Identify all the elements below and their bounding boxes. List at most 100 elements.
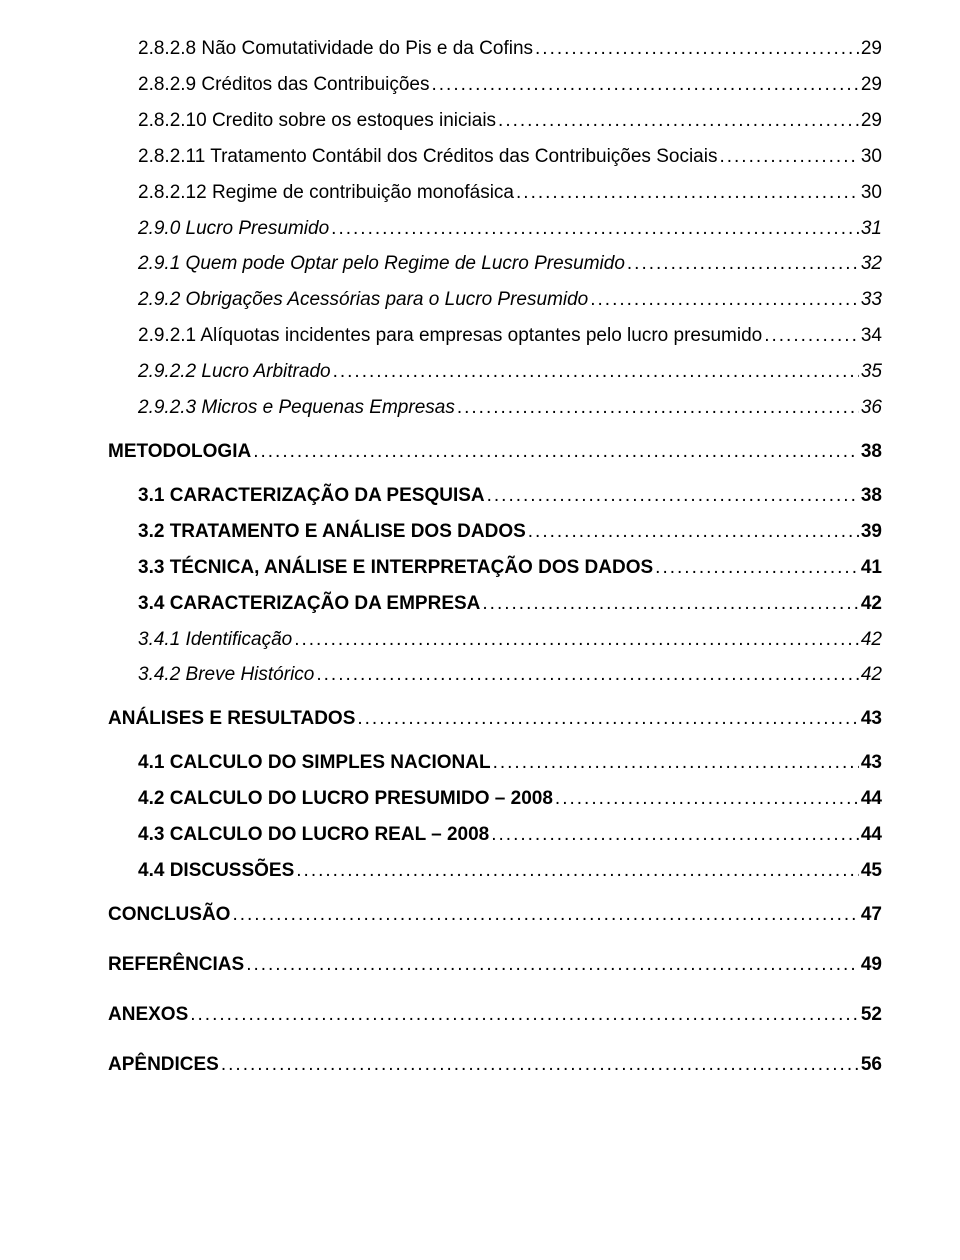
toc-page-number: 30	[861, 146, 882, 168]
toc-leader	[333, 361, 859, 383]
toc-leader	[516, 182, 859, 204]
toc-entry: 2.8.2.9 Créditos das Contribuições29	[108, 74, 882, 96]
toc-label: 3.2 TRATAMENTO E ANÁLISE DOS DADOS	[138, 521, 526, 543]
toc-label: 2.8.2.12 Regime de contribuição monofási…	[138, 182, 514, 204]
spacer	[108, 890, 882, 904]
toc-entry: 3.4.1 Identificação 42	[108, 629, 882, 651]
toc-page-number: 52	[861, 1004, 882, 1026]
toc-entry: 4.3 CALCULO DO LUCRO REAL – 2008 44	[108, 824, 882, 846]
toc-label: 4.1 CALCULO DO SIMPLES NACIONAL	[138, 752, 491, 774]
toc-page-number: 42	[861, 593, 882, 615]
toc-page-number: 49	[861, 954, 882, 976]
toc-leader	[482, 593, 858, 615]
toc-label: 3.1 CARACTERIZAÇÃO DA PESQUISA	[138, 485, 485, 507]
toc-leader	[331, 218, 859, 240]
toc-leader	[316, 664, 859, 686]
toc-leader	[232, 904, 858, 926]
toc-label: ANÁLISES E RESULTADOS	[108, 708, 355, 730]
toc-page-number: 29	[861, 38, 882, 60]
toc-page-number: 38	[861, 441, 882, 463]
toc-entry: 3.2 TRATAMENTO E ANÁLISE DOS DADOS 39	[108, 521, 882, 543]
toc-entry: 2.8.2.8 Não Comutatividade do Pis e da C…	[108, 38, 882, 60]
toc-label: ANEXOS	[108, 1004, 188, 1026]
spacer	[108, 738, 882, 752]
toc-label: 4.4 DISCUSSÕES	[138, 860, 294, 882]
toc-entry: APÊNDICES 56	[108, 1054, 882, 1076]
toc-page-number: 56	[861, 1054, 882, 1076]
toc-leader	[432, 74, 859, 96]
spacer	[108, 694, 882, 708]
toc-leader	[457, 397, 859, 419]
toc-page-number: 33	[861, 289, 882, 311]
toc-leader	[498, 110, 859, 132]
toc-label: 2.8.2.8 Não Comutatividade do Pis e da C…	[138, 38, 533, 60]
toc-page: 2.8.2.8 Não Comutatividade do Pis e da C…	[0, 0, 960, 1123]
toc-leader	[221, 1054, 859, 1076]
toc-container: 2.8.2.8 Não Comutatividade do Pis e da C…	[108, 38, 882, 1076]
toc-leader	[528, 521, 859, 543]
toc-entry: 4.4 DISCUSSÕES45	[108, 860, 882, 882]
toc-label: 2.8.2.10 Credito sobre os estoques inici…	[138, 110, 496, 132]
toc-label: CONCLUSÃO	[108, 904, 230, 926]
toc-label: APÊNDICES	[108, 1054, 219, 1076]
spacer	[108, 1034, 882, 1054]
spacer	[108, 984, 882, 1004]
toc-page-number: 36	[861, 397, 882, 419]
toc-label: 2.8.2.11 Tratamento Contábil dos Crédito…	[138, 146, 717, 168]
toc-page-number: 30	[861, 182, 882, 204]
toc-page-number: 42	[861, 629, 882, 651]
toc-label: 3.4.1 Identificação	[138, 629, 292, 651]
toc-entry: 2.9.0 Lucro Presumido31	[108, 218, 882, 240]
toc-page-number: 41	[861, 557, 882, 579]
spacer	[108, 934, 882, 954]
toc-page-number: 39	[861, 521, 882, 543]
toc-label: 3.4 CARACTERIZAÇÃO DA EMPRESA	[138, 593, 480, 615]
toc-entry: 2.9.2.2 Lucro Arbitrado 35	[108, 361, 882, 383]
toc-label: 2.9.2.1 Alíquotas incidentes para empres…	[138, 325, 762, 347]
toc-label: 3.4.2 Breve Histórico	[138, 664, 314, 686]
toc-leader	[655, 557, 859, 579]
toc-entry: 2.9.2 Obrigações Acessórias para o Lucro…	[108, 289, 882, 311]
toc-leader	[357, 708, 858, 730]
toc-label: 4.3 CALCULO DO LUCRO REAL – 2008	[138, 824, 489, 846]
toc-entry: 2.8.2.10 Credito sobre os estoques inici…	[108, 110, 882, 132]
toc-page-number: 43	[861, 708, 882, 730]
toc-leader	[246, 954, 859, 976]
toc-leader	[493, 752, 859, 774]
toc-leader	[764, 325, 859, 347]
spacer	[108, 427, 882, 441]
toc-entry: 2.9.1 Quem pode Optar pelo Regime de Luc…	[108, 253, 882, 275]
toc-label: 2.9.2.3 Micros e Pequenas Empresas	[138, 397, 455, 419]
toc-leader	[535, 38, 859, 60]
toc-label: METODOLOGIA	[108, 441, 251, 463]
toc-entry: METODOLOGIA 38	[108, 441, 882, 463]
toc-entry: 3.1 CARACTERIZAÇÃO DA PESQUISA 38	[108, 485, 882, 507]
toc-leader	[487, 485, 859, 507]
toc-entry: 3.3 TÉCNICA, ANÁLISE E INTERPRETAÇÃO DOS…	[108, 557, 882, 579]
toc-label: REFERÊNCIAS	[108, 954, 244, 976]
toc-entry: 2.8.2.11 Tratamento Contábil dos Crédito…	[108, 146, 882, 168]
toc-page-number: 31	[861, 218, 882, 240]
toc-entry: 4.1 CALCULO DO SIMPLES NACIONAL43	[108, 752, 882, 774]
toc-entry: 3.4 CARACTERIZAÇÃO DA EMPRESA 42	[108, 593, 882, 615]
toc-leader	[296, 860, 859, 882]
toc-page-number: 44	[861, 824, 882, 846]
toc-page-number: 29	[861, 74, 882, 96]
toc-entry: 2.9.2.3 Micros e Pequenas Empresas 36	[108, 397, 882, 419]
toc-leader	[627, 253, 859, 275]
toc-label: 2.9.2.2 Lucro Arbitrado	[138, 361, 331, 383]
toc-entry: ANÁLISES E RESULTADOS 43	[108, 708, 882, 730]
toc-leader	[590, 289, 859, 311]
toc-entry: 2.9.2.1 Alíquotas incidentes para empres…	[108, 325, 882, 347]
toc-leader	[253, 441, 859, 463]
toc-page-number: 44	[861, 788, 882, 810]
toc-entry: ANEXOS 52	[108, 1004, 882, 1026]
toc-entry: 4.2 CALCULO DO LUCRO PRESUMIDO – 200844	[108, 788, 882, 810]
spacer	[108, 471, 882, 485]
toc-label: 3.3 TÉCNICA, ANÁLISE E INTERPRETAÇÃO DOS…	[138, 557, 653, 579]
toc-page-number: 34	[861, 325, 882, 347]
toc-page-number: 35	[861, 361, 882, 383]
toc-leader	[719, 146, 858, 168]
toc-entry: REFERÊNCIAS 49	[108, 954, 882, 976]
toc-page-number: 38	[861, 485, 882, 507]
